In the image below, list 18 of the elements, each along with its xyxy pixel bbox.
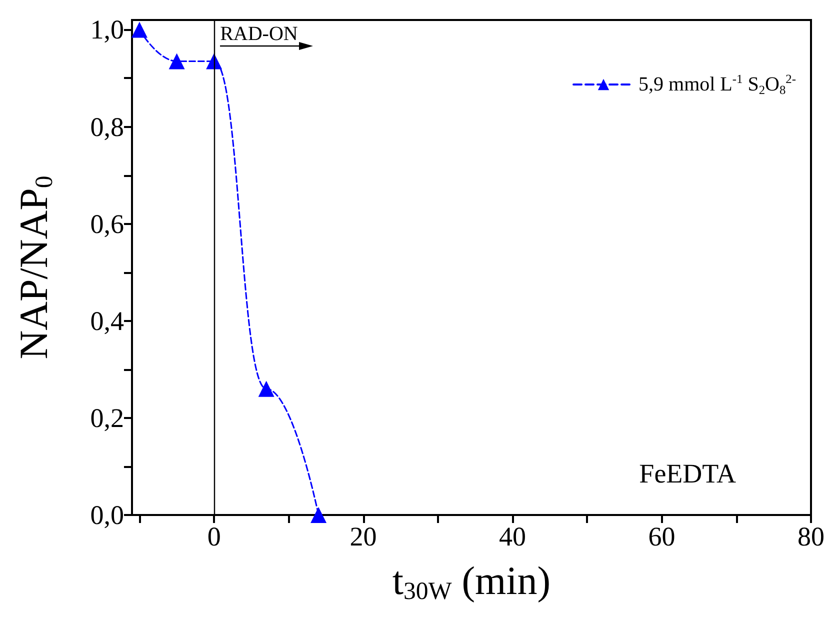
x-tick-label: 20	[350, 522, 377, 552]
annotation: FeEDTA	[639, 458, 736, 488]
y-tick-label: 0,0	[90, 500, 124, 530]
x-tick-label: 60	[648, 522, 676, 552]
ref-line-label: RAD-ON	[220, 23, 298, 45]
point	[258, 380, 274, 397]
point	[131, 22, 148, 38]
point	[168, 53, 185, 70]
y-tick-label: 0,8	[90, 112, 124, 142]
y-tick-label: 0,2	[90, 402, 124, 433]
y-axis-title: NAP/NAP0	[11, 176, 58, 360]
y-tick-label: 0,4	[90, 306, 124, 336]
point	[310, 507, 327, 523]
y-tick-label: 0,6	[90, 208, 124, 239]
x-tick-label: 40	[499, 522, 526, 552]
x-tick-label: 80	[798, 522, 824, 552]
y-tick-label: 1,0	[90, 14, 124, 45]
x-tick-label: 0	[207, 522, 221, 552]
